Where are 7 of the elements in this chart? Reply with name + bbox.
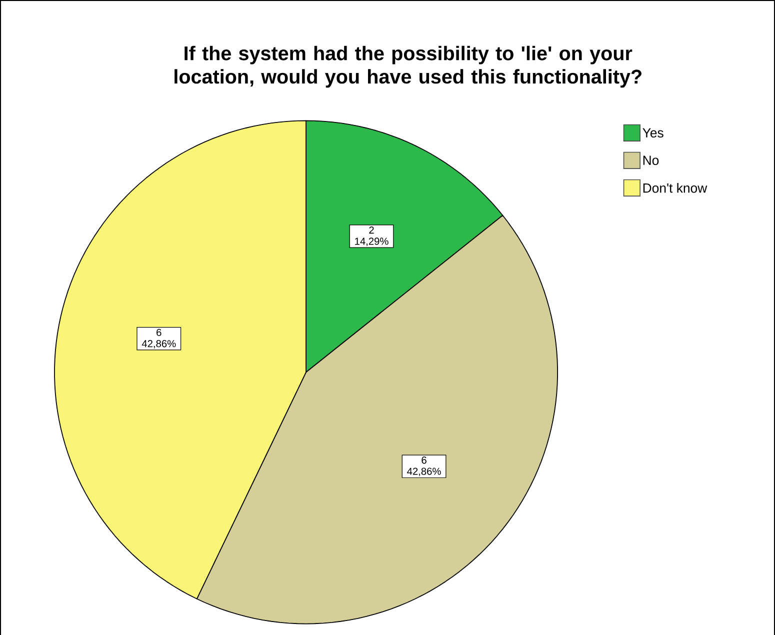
- data-label: 6 42,86%: [407, 456, 441, 476]
- data-label: 6 42,86%: [142, 328, 176, 348]
- data-label: 2 14,29%: [355, 226, 388, 246]
- legend-label: No: [643, 156, 659, 166]
- legend-label: Yes: [642, 128, 664, 138]
- chart-title: If the system had the possibility to 'lie' on your location, would you have used this functionality?: [174, 46, 642, 88]
- legend-label: Don't know: [643, 183, 708, 193]
